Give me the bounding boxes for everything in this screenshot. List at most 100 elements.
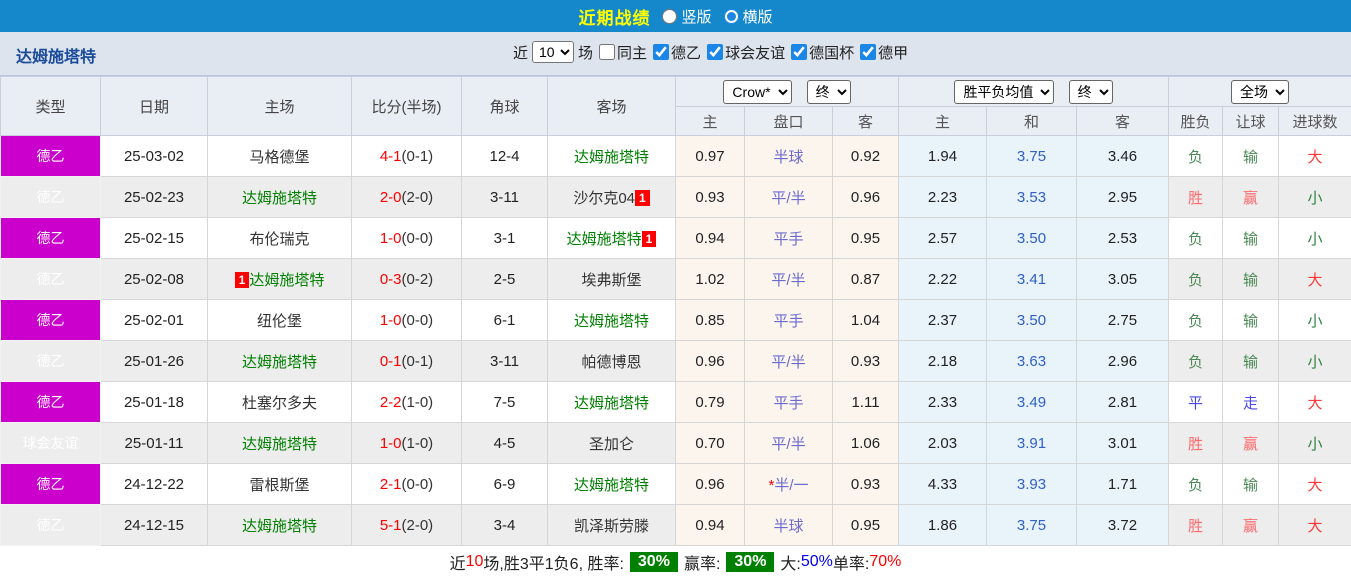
checkbox-same-home[interactable]: 同主 [593,42,647,63]
avg-home: 2.22 [899,259,987,300]
avg-state-select[interactable]: 终 [1069,80,1113,104]
avg-away: 3.05 [1077,259,1169,300]
home-team[interactable]: 纽伦堡 [257,313,302,330]
table-row: 德乙 25-01-26 达姆施塔特 0-1(0-1) 3-11 帕德博恩 0.9… [1,341,1351,382]
score-halftime: (1-0) [402,394,434,411]
score-fulltime: 1-0 [380,435,402,452]
match-date: 25-02-01 [101,300,208,341]
radio-horizontal-icon[interactable] [724,9,739,24]
radio-horizontal-label: 横版 [743,6,773,27]
away-team[interactable]: 达姆施塔特 [574,395,649,412]
home-team[interactable]: 达姆施塔特 [242,354,317,371]
away-team[interactable]: 凯泽斯劳滕 [574,518,649,535]
home-team[interactable]: 布伦瑞克 [249,231,309,248]
red-card-badge: 1 [642,231,657,247]
score-cell: 5-1(2-0) [352,505,462,546]
odds-home: 0.94 [676,218,745,259]
checkbox-league-de1[interactable]: 德甲 [854,42,908,63]
avg-home: 2.33 [899,382,987,423]
corners: 3-1 [462,218,548,259]
avg-draw: 3.75 [987,505,1077,546]
checkbox-league-de2[interactable]: 德乙 [647,42,701,63]
match-count-select[interactable]: 10 [532,41,574,63]
away-team[interactable]: 沙尔克04 [573,190,635,207]
home-team[interactable]: 杜塞尔多夫 [242,395,317,412]
home-team[interactable]: 马格德堡 [249,149,309,166]
match-date: 25-02-23 [101,177,208,218]
big-label: 大: [780,550,800,574]
away-team[interactable]: 帕德博恩 [581,354,641,371]
odds-home: 0.79 [676,382,745,423]
result-handicap: 输 [1223,259,1279,300]
result-wdl: 负 [1169,464,1223,505]
league-cup-label: 德国杯 [809,42,854,63]
handicap-line: 平/半 [745,259,833,300]
scope-select[interactable]: 全场 [1231,80,1289,104]
result-handicap: 赢 [1223,505,1279,546]
league-de1-checkbox[interactable] [860,44,876,60]
league-cup-checkbox[interactable] [791,44,807,60]
away-team[interactable]: 达姆施塔特 [574,313,649,330]
subheader-wdl: 胜负 [1169,107,1223,136]
odds-away: 1.11 [833,382,899,423]
handicap-line: 半球 [745,505,833,546]
avg-home: 2.23 [899,177,987,218]
avg-draw: 3.93 [987,464,1077,505]
same-home-checkbox[interactable] [599,44,615,60]
away-team[interactable]: 达姆施塔特 [567,231,642,248]
league-de2-label: 德乙 [671,42,701,63]
home-team[interactable]: 达姆施塔特 [242,518,317,535]
away-team-cell: 达姆施塔特 [548,300,676,341]
away-team[interactable]: 埃弗斯堡 [581,272,641,289]
match-date: 24-12-22 [101,464,208,505]
recent-matches-table: 类型 日期 主场 比分(半场) 角球 客场 Crow* 终 胜平负均值 终 全场… [0,76,1351,546]
corners: 12-4 [462,136,548,177]
away-team[interactable]: 达姆施塔特 [574,149,649,166]
away-team[interactable]: 圣加仑 [589,436,634,453]
result-goals: 小 [1279,341,1351,382]
result-handicap: 走 [1223,382,1279,423]
away-team[interactable]: 达姆施塔特 [574,477,649,494]
matches-label: 场 [578,42,593,63]
score-fulltime: 2-1 [380,476,402,493]
home-team-cell: 雷根斯堡 [208,464,352,505]
match-date: 25-01-11 [101,423,208,464]
league-de2-checkbox[interactable] [653,44,669,60]
corners: 7-5 [462,382,548,423]
score-fulltime: 1-0 [380,230,402,247]
odds-away: 1.04 [833,300,899,341]
away-team-cell: 埃弗斯堡 [548,259,676,300]
score-halftime: (0-0) [402,476,434,493]
home-team[interactable]: 达姆施塔特 [242,436,317,453]
score-halftime: (0-2) [402,271,434,288]
league-friendly-checkbox[interactable] [707,44,723,60]
score-fulltime: 5-1 [380,517,402,534]
match-date: 25-02-08 [101,259,208,300]
result-goals: 小 [1279,218,1351,259]
home-team[interactable]: 达姆施塔特 [249,272,324,289]
checkbox-league-cup[interactable]: 德国杯 [785,42,854,63]
result-handicap: 输 [1223,341,1279,382]
score-fulltime: 1-0 [380,312,402,329]
subheader-avg-home: 主 [899,107,987,136]
radio-vertical-icon[interactable] [662,9,677,24]
odds-away: 0.96 [833,177,899,218]
odds-company-select[interactable]: Crow* [723,80,792,104]
checkbox-league-friendly[interactable]: 球会友谊 [701,42,785,63]
result-goals: 小 [1279,300,1351,341]
odds-state-select[interactable]: 终 [807,80,851,104]
match-date: 25-03-02 [101,136,208,177]
avg-type-select[interactable]: 胜平负均值 [954,80,1054,104]
radio-vertical-layout[interactable]: 竖版 [656,6,711,27]
handicap-line: 平/半 [745,423,833,464]
score-halftime: (1-0) [402,435,434,452]
avg-away: 3.46 [1077,136,1169,177]
radio-horizontal-layout[interactable]: 横版 [718,6,773,27]
home-team[interactable]: 达姆施塔特 [242,190,317,207]
home-team[interactable]: 雷根斯堡 [249,477,309,494]
home-team-cell: 达姆施塔特 [208,423,352,464]
